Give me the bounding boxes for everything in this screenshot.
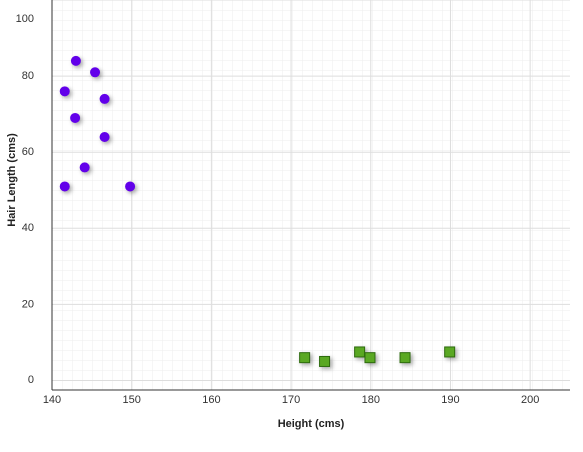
x-tick-label: 190: [441, 394, 459, 406]
point: [79, 162, 90, 173]
point: [90, 67, 101, 78]
point: [354, 346, 366, 358]
x-tick-label: 140: [43, 394, 61, 406]
point: [399, 352, 411, 364]
x-tick-label: 200: [521, 394, 539, 406]
y-axis-title: Hair Length (cms): [6, 133, 18, 227]
point: [299, 352, 311, 364]
y-tick-label: 80: [22, 70, 34, 82]
y-tick-label: 20: [22, 298, 34, 310]
x-tick-label: 150: [123, 394, 141, 406]
y-tick-label: 0: [28, 374, 34, 386]
y-tick-label: 100: [16, 13, 34, 25]
point: [99, 131, 110, 142]
point: [319, 355, 331, 367]
minor-grid: [52, 0, 570, 390]
point: [70, 55, 81, 66]
y-tick-label: 60: [22, 146, 34, 158]
point: [444, 346, 456, 358]
point: [70, 112, 81, 123]
x-tick-label: 160: [202, 394, 220, 406]
x-tick-label: 180: [362, 394, 380, 406]
point: [59, 86, 70, 97]
x-axis-title: Height (cms): [278, 418, 345, 430]
x-tick-label: 170: [282, 394, 300, 406]
point: [125, 181, 136, 192]
point: [364, 352, 376, 364]
point: [59, 181, 70, 192]
y-tick-label: 40: [22, 222, 34, 234]
point: [99, 93, 110, 104]
